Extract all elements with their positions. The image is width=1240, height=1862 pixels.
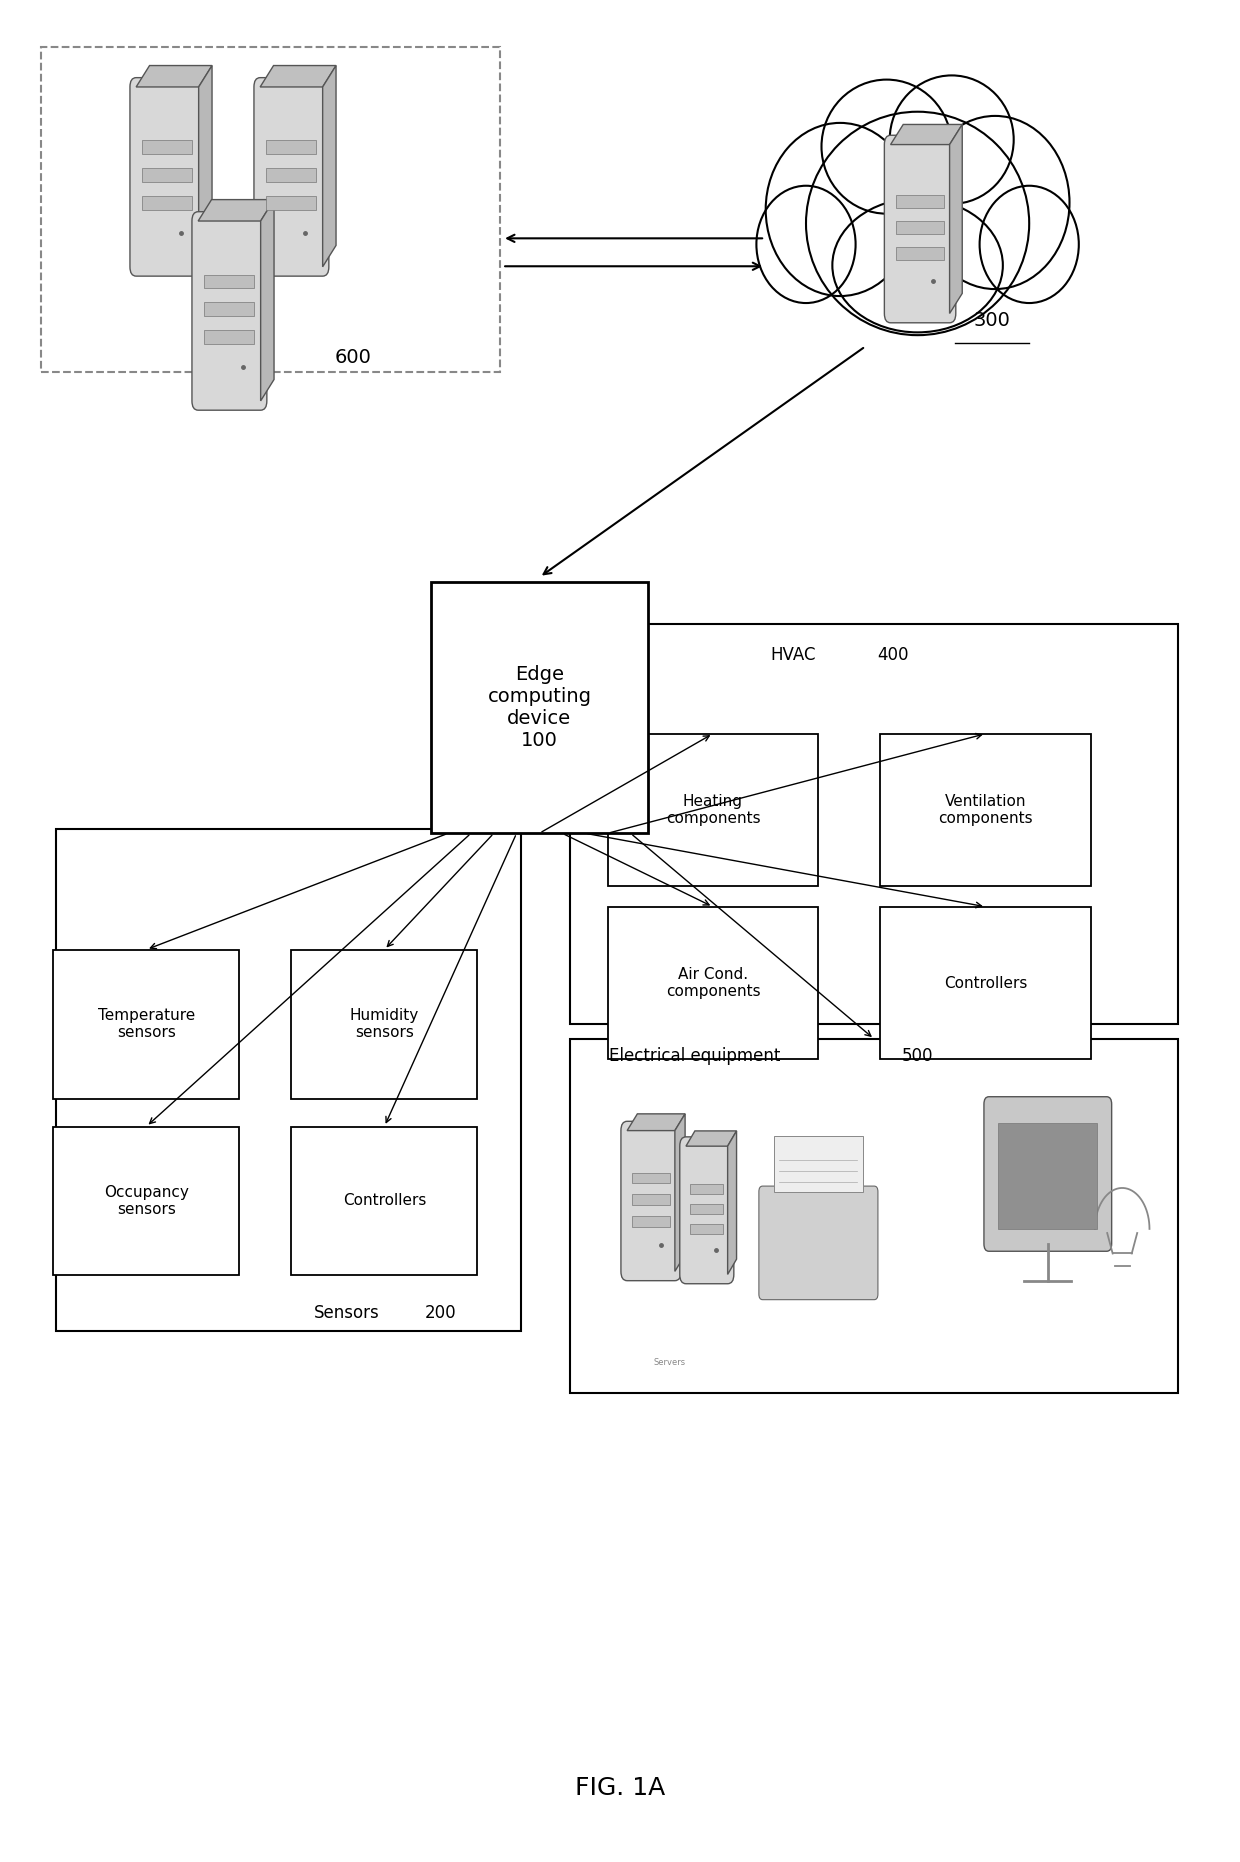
- Ellipse shape: [832, 197, 1003, 331]
- Text: Servers: Servers: [653, 1359, 686, 1367]
- FancyBboxPatch shape: [41, 47, 500, 372]
- Text: Occupancy
sensors: Occupancy sensors: [104, 1184, 188, 1218]
- Text: Ventilation
components: Ventilation components: [939, 793, 1033, 827]
- Polygon shape: [728, 1130, 737, 1274]
- Ellipse shape: [821, 80, 952, 214]
- Text: Sensors: Sensors: [314, 1303, 381, 1322]
- FancyBboxPatch shape: [774, 1136, 863, 1192]
- Text: Heating
components: Heating components: [666, 793, 760, 827]
- FancyBboxPatch shape: [267, 140, 316, 155]
- FancyBboxPatch shape: [608, 907, 818, 1059]
- Ellipse shape: [765, 123, 915, 296]
- Text: HVAC: HVAC: [771, 646, 816, 665]
- Polygon shape: [260, 65, 336, 88]
- Ellipse shape: [889, 74, 1013, 203]
- FancyBboxPatch shape: [570, 1039, 1178, 1393]
- Polygon shape: [322, 65, 336, 266]
- FancyBboxPatch shape: [267, 196, 316, 210]
- FancyBboxPatch shape: [632, 1216, 670, 1227]
- FancyBboxPatch shape: [884, 136, 956, 322]
- Ellipse shape: [756, 186, 856, 304]
- FancyBboxPatch shape: [432, 581, 647, 834]
- FancyBboxPatch shape: [632, 1194, 670, 1205]
- Polygon shape: [198, 199, 274, 222]
- Text: 400: 400: [877, 646, 909, 665]
- FancyBboxPatch shape: [632, 1173, 670, 1184]
- Text: 200: 200: [424, 1303, 456, 1322]
- FancyBboxPatch shape: [143, 196, 192, 210]
- FancyBboxPatch shape: [897, 248, 944, 261]
- FancyBboxPatch shape: [254, 78, 329, 276]
- FancyBboxPatch shape: [897, 222, 944, 235]
- FancyBboxPatch shape: [56, 829, 521, 1331]
- Polygon shape: [950, 125, 962, 313]
- FancyBboxPatch shape: [680, 1138, 734, 1283]
- FancyBboxPatch shape: [267, 168, 316, 182]
- Ellipse shape: [806, 112, 1029, 335]
- Text: Edge
computing
device
100: Edge computing device 100: [487, 665, 591, 750]
- FancyBboxPatch shape: [691, 1205, 723, 1214]
- Polygon shape: [260, 199, 274, 400]
- Text: FIG. 1A: FIG. 1A: [575, 1776, 665, 1799]
- FancyBboxPatch shape: [291, 950, 477, 1099]
- Polygon shape: [136, 65, 212, 88]
- FancyBboxPatch shape: [53, 950, 239, 1099]
- FancyBboxPatch shape: [291, 1127, 477, 1275]
- FancyBboxPatch shape: [691, 1223, 723, 1235]
- FancyBboxPatch shape: [130, 78, 205, 276]
- Polygon shape: [627, 1113, 684, 1130]
- FancyBboxPatch shape: [53, 1127, 239, 1275]
- FancyBboxPatch shape: [205, 302, 254, 317]
- FancyBboxPatch shape: [608, 734, 818, 886]
- Text: Temperature
sensors: Temperature sensors: [98, 1007, 195, 1041]
- Text: 300: 300: [973, 311, 1011, 330]
- Text: Controllers: Controllers: [342, 1194, 427, 1208]
- FancyBboxPatch shape: [897, 196, 944, 209]
- Text: Air Cond.
components: Air Cond. components: [666, 966, 760, 1000]
- Polygon shape: [198, 65, 212, 266]
- FancyBboxPatch shape: [880, 734, 1091, 886]
- FancyBboxPatch shape: [192, 212, 267, 410]
- Text: 500: 500: [901, 1046, 934, 1065]
- FancyBboxPatch shape: [691, 1184, 723, 1194]
- FancyBboxPatch shape: [570, 624, 1178, 1024]
- FancyBboxPatch shape: [985, 1097, 1111, 1251]
- Text: 600: 600: [335, 348, 372, 367]
- FancyBboxPatch shape: [759, 1186, 878, 1300]
- Text: Humidity
sensors: Humidity sensors: [350, 1007, 419, 1041]
- FancyBboxPatch shape: [621, 1121, 681, 1281]
- FancyBboxPatch shape: [880, 907, 1091, 1059]
- FancyBboxPatch shape: [205, 274, 254, 289]
- FancyBboxPatch shape: [998, 1123, 1097, 1229]
- Text: Controllers: Controllers: [944, 976, 1028, 991]
- FancyBboxPatch shape: [143, 140, 192, 155]
- FancyBboxPatch shape: [143, 168, 192, 182]
- Ellipse shape: [980, 186, 1079, 304]
- Text: Electrical equipment: Electrical equipment: [609, 1046, 780, 1065]
- Polygon shape: [890, 125, 962, 145]
- Polygon shape: [686, 1130, 737, 1147]
- FancyBboxPatch shape: [205, 330, 254, 344]
- Ellipse shape: [920, 115, 1069, 289]
- Polygon shape: [675, 1113, 684, 1272]
